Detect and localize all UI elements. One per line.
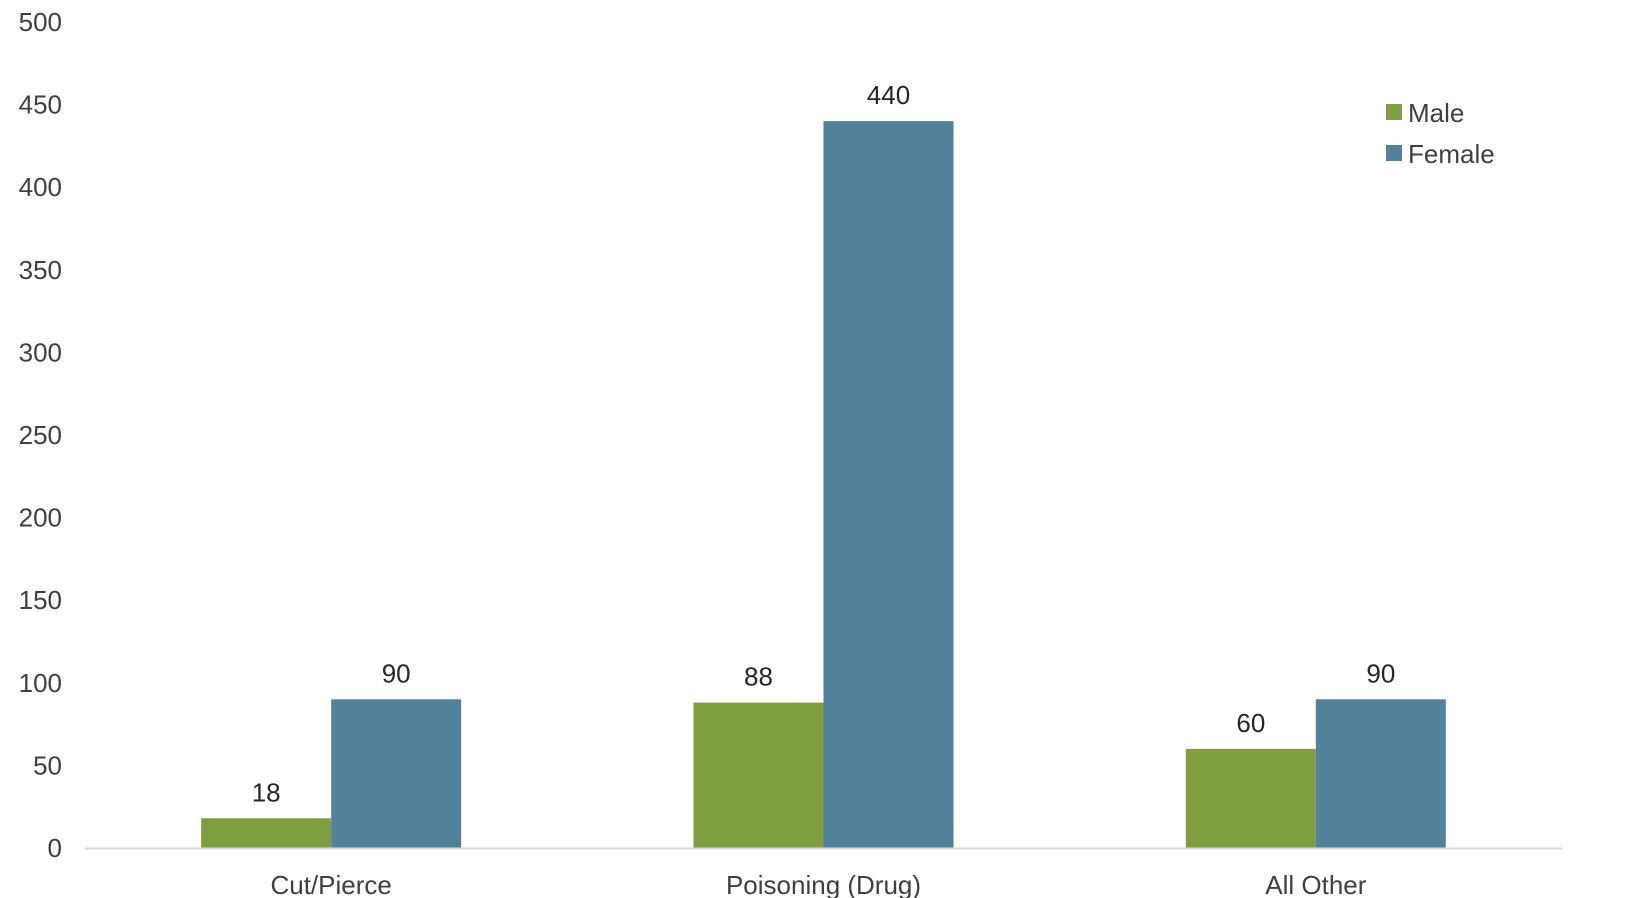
legend-swatch-male: [1386, 104, 1402, 120]
x-category-label: All Other: [1265, 870, 1366, 898]
data-label: 90: [1366, 658, 1395, 688]
y-tick-label: 400: [19, 172, 62, 202]
x-axis-categories: Cut/Pierce Poisoning (Drug) All Other: [270, 870, 1366, 898]
data-label: 90: [382, 658, 411, 688]
y-tick-label: 100: [19, 668, 62, 698]
data-label: 440: [867, 80, 910, 110]
y-tick-label: 250: [19, 420, 62, 450]
bar-female: [331, 699, 462, 848]
y-tick-label: 450: [19, 90, 62, 120]
bar-male: [693, 702, 824, 848]
bar-female: [1315, 699, 1446, 848]
legend: Male Female: [1386, 98, 1495, 169]
bars: [201, 121, 1446, 849]
y-tick-label: 500: [19, 7, 62, 37]
data-labels: 18 90 88 440 60 90: [252, 80, 1396, 807]
bar-female: [823, 121, 954, 849]
y-tick-label: 300: [19, 337, 62, 367]
data-label: 18: [252, 777, 281, 807]
legend-swatch-female: [1386, 145, 1402, 161]
data-label: 88: [744, 662, 773, 692]
y-tick-label: 350: [19, 255, 62, 285]
y-axis-ticks: 0 50 100 150 200 250 300 350 400 450 500: [19, 7, 62, 863]
y-tick-label: 0: [48, 833, 62, 863]
legend-label-female: Female: [1408, 139, 1495, 169]
legend-label-male: Male: [1408, 98, 1464, 128]
bar-male: [201, 818, 332, 848]
data-label: 60: [1236, 708, 1265, 738]
bar-male: [1185, 748, 1316, 848]
y-tick-label: 50: [33, 750, 62, 780]
y-tick-label: 150: [19, 585, 62, 615]
x-category-label: Cut/Pierce: [270, 870, 391, 898]
y-tick-label: 200: [19, 503, 62, 533]
x-category-label: Poisoning (Drug): [726, 870, 921, 898]
